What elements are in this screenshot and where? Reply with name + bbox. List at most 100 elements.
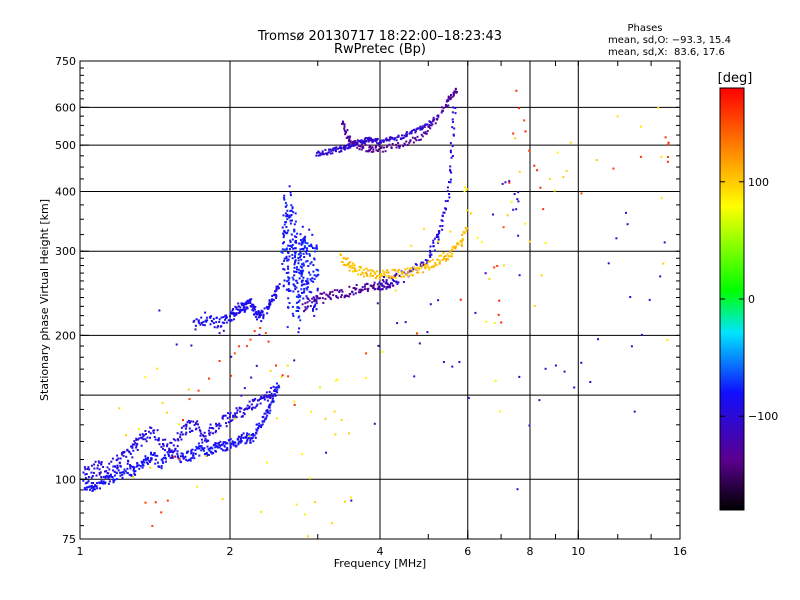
data-point (218, 320, 221, 323)
data-point (241, 302, 244, 305)
data-point (317, 150, 320, 153)
data-point (344, 145, 347, 148)
data-point (82, 471, 85, 474)
data-point (291, 238, 294, 241)
data-point (461, 234, 464, 236)
data-point (264, 412, 267, 415)
data-point (164, 438, 167, 441)
data-point (449, 149, 452, 152)
data-point (289, 194, 292, 197)
data-point (615, 237, 618, 240)
data-point (107, 476, 110, 479)
data-point (444, 207, 447, 210)
data-point (466, 227, 468, 230)
data-point (125, 434, 127, 437)
data-point (371, 146, 374, 149)
data-point (346, 136, 349, 139)
data-point (299, 265, 302, 268)
data-point (306, 297, 309, 300)
data-point (299, 319, 302, 322)
data-point (227, 319, 230, 322)
data-point (362, 275, 365, 278)
data-point (194, 452, 197, 455)
data-point (536, 169, 539, 172)
data-point (107, 482, 110, 485)
data-point (192, 455, 195, 457)
data-point (216, 446, 219, 449)
data-point (315, 246, 318, 249)
data-point (261, 420, 264, 423)
data-point (133, 472, 136, 475)
data-point (169, 441, 172, 444)
data-point (424, 267, 427, 270)
data-point (103, 475, 105, 478)
data-point (384, 282, 387, 285)
data-point (276, 287, 279, 290)
data-point (359, 145, 362, 148)
data-point (428, 125, 430, 128)
data-point (209, 423, 212, 426)
data-point (313, 278, 316, 281)
data-point (190, 452, 193, 455)
data-point (246, 432, 249, 435)
data-point (639, 155, 642, 158)
data-point (143, 461, 146, 464)
data-point (351, 290, 354, 293)
data-point (436, 234, 438, 237)
data-point (144, 430, 147, 432)
data-point (188, 421, 191, 424)
data-point (214, 449, 217, 452)
data-point (100, 480, 103, 483)
data-point (206, 439, 209, 442)
data-point (428, 254, 431, 257)
data-point (607, 262, 610, 265)
data-point (369, 146, 372, 149)
data-point (397, 145, 400, 148)
data-point (166, 451, 169, 454)
data-point (458, 361, 461, 363)
data-point (299, 252, 302, 255)
data-point (508, 180, 511, 183)
data-point (303, 283, 306, 286)
data-point (378, 288, 381, 291)
data-point (465, 188, 468, 191)
data-point (294, 259, 297, 262)
data-point (367, 140, 370, 143)
data-point (383, 276, 385, 278)
data-point (128, 473, 131, 476)
data-point (372, 286, 375, 289)
data-point (208, 426, 211, 429)
data-point (304, 306, 307, 309)
data-point (146, 436, 149, 439)
data-point (88, 485, 91, 488)
data-point (361, 286, 364, 289)
data-point (173, 450, 176, 453)
data-point (449, 181, 452, 184)
data-point (226, 417, 229, 420)
data-point (410, 131, 413, 134)
data-point (259, 397, 262, 400)
data-point (244, 309, 247, 312)
data-point (229, 443, 232, 445)
data-point (180, 438, 183, 441)
data-point (450, 255, 453, 258)
data-point (285, 204, 288, 207)
data-point (131, 465, 134, 468)
data-point (289, 222, 292, 225)
data-point (325, 153, 328, 156)
data-point (129, 464, 132, 466)
data-point (402, 275, 405, 278)
data-point (202, 435, 205, 438)
data-point (201, 448, 204, 451)
data-point (361, 288, 364, 291)
data-point (427, 260, 430, 263)
data-point (350, 496, 352, 499)
data-point (301, 242, 304, 245)
data-point (199, 323, 202, 326)
data-point (242, 307, 245, 310)
data-point (85, 473, 88, 475)
data-point (306, 260, 309, 262)
data-point (313, 300, 316, 303)
data-point (187, 388, 190, 391)
